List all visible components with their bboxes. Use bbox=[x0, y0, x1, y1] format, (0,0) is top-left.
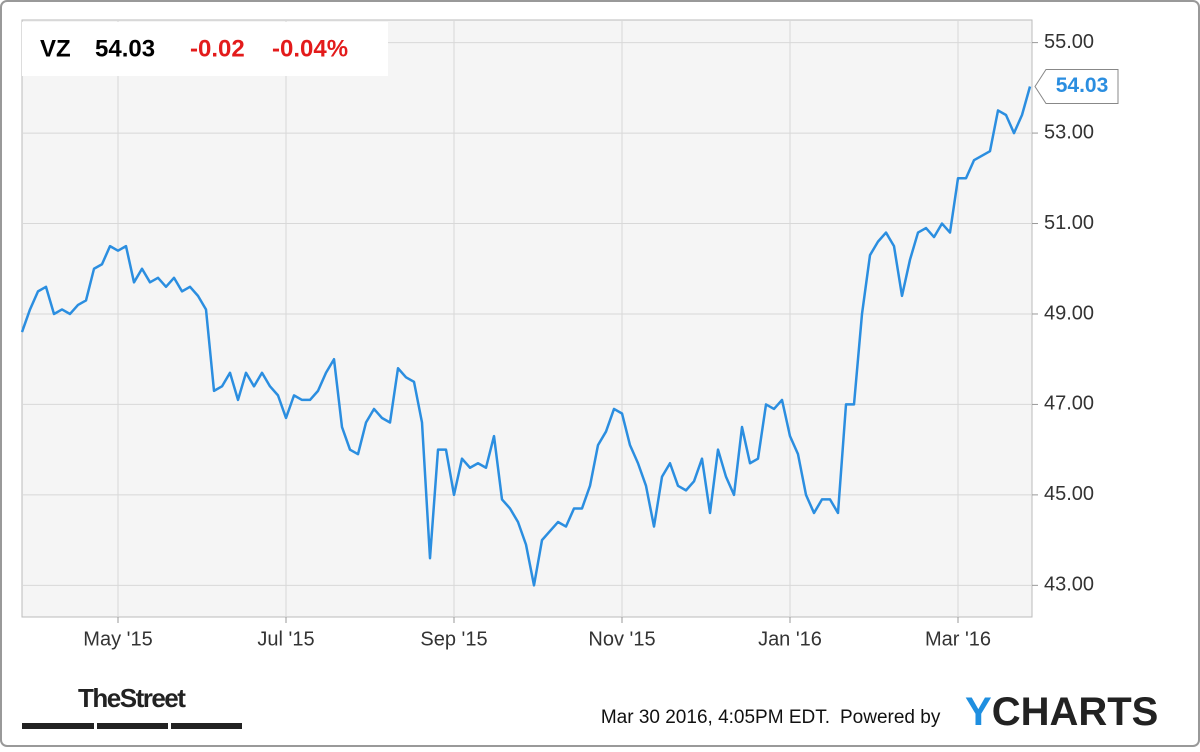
header-box bbox=[22, 22, 388, 76]
y-tick-label: 45.00 bbox=[1044, 483, 1094, 505]
logo-y: Y bbox=[965, 690, 992, 734]
change-percent: -0.04% bbox=[272, 35, 348, 62]
y-tick-label: 47.00 bbox=[1044, 393, 1094, 415]
logo-bar bbox=[97, 723, 168, 729]
lines bbox=[20, 86, 1032, 587]
x-tick-label: Nov '15 bbox=[588, 628, 655, 650]
ticker: VZ bbox=[40, 35, 71, 62]
y-tick-label: 43.00 bbox=[1044, 574, 1094, 596]
plot-area bbox=[21, 19, 1033, 618]
x-tick-label: Mar '16 bbox=[925, 628, 991, 650]
price: 54.03 bbox=[95, 35, 155, 62]
powered-by: Powered by bbox=[840, 707, 941, 728]
x-tick-label: Jan '16 bbox=[758, 628, 822, 650]
x-tick-label: May '15 bbox=[83, 628, 152, 650]
logo-rest: CHARTS bbox=[992, 690, 1159, 734]
thestreet-logo: TheStreet bbox=[78, 683, 186, 713]
flag-box bbox=[1034, 68, 1119, 104]
flag-label: 54.03 bbox=[1056, 74, 1109, 97]
x-tick-label: Sep '15 bbox=[420, 628, 487, 650]
price-flag: 54.03 bbox=[1034, 68, 1119, 104]
timestamp: Mar 30 2016, 4:05PM EDT. bbox=[601, 707, 830, 728]
price-line bbox=[20, 86, 1032, 587]
change: -0.02 bbox=[190, 35, 245, 62]
logo-bar bbox=[171, 723, 242, 729]
ycharts-logo: YCHARTS bbox=[965, 690, 1158, 734]
y-tick-label: 49.00 bbox=[1044, 302, 1094, 324]
y-tick-label: 53.00 bbox=[1044, 121, 1094, 143]
logo-bar bbox=[22, 723, 94, 729]
x-tick-label: Jul '15 bbox=[257, 628, 314, 650]
y-tick-label: 55.00 bbox=[1044, 31, 1094, 53]
y-tick-label: 51.00 bbox=[1044, 212, 1094, 234]
grid bbox=[22, 20, 1038, 623]
